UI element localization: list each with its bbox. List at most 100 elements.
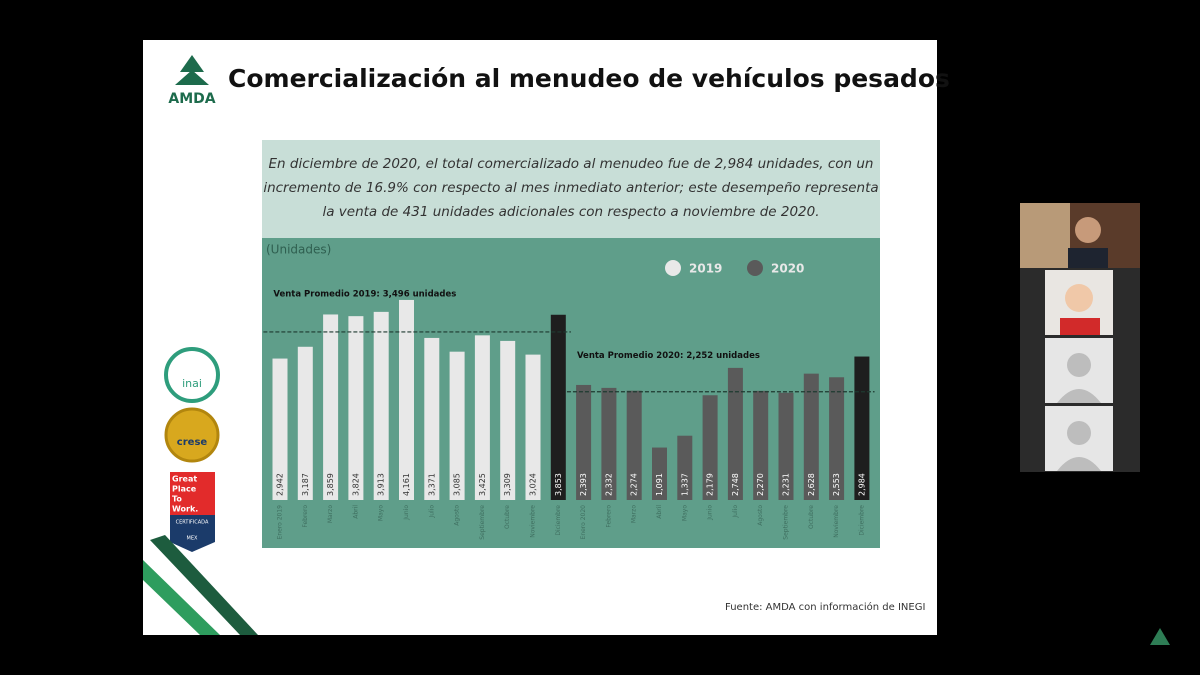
value-label: 2,274 bbox=[630, 473, 639, 496]
participant-head bbox=[1075, 217, 1101, 243]
value-label: 3,853 bbox=[554, 473, 563, 496]
value-label: 2,393 bbox=[579, 473, 588, 496]
value-label: 1,337 bbox=[680, 473, 689, 496]
chart-area bbox=[262, 238, 880, 548]
bar bbox=[272, 358, 288, 500]
participant-head bbox=[1065, 284, 1093, 312]
bar bbox=[449, 351, 465, 500]
bar bbox=[626, 390, 642, 500]
value-label: 2,332 bbox=[604, 473, 613, 496]
bar bbox=[778, 392, 794, 500]
bar bbox=[348, 316, 364, 500]
bar bbox=[474, 335, 490, 500]
legend-swatch bbox=[665, 260, 681, 276]
avatar-body bbox=[1057, 457, 1101, 471]
value-label: 3,024 bbox=[529, 473, 538, 496]
x-tick-label: Noviembre bbox=[833, 505, 840, 538]
badges: inai crese Great Place To Work. CERTIFIC… bbox=[164, 347, 220, 552]
bar bbox=[500, 340, 516, 500]
x-tick-label: Agosto bbox=[454, 505, 461, 526]
average-label: Venta Promedio 2019: 3,496 unidades bbox=[273, 289, 456, 299]
source-note: Fuente: AMDA con información de INEGI bbox=[725, 601, 925, 613]
summary-line: En diciembre de 2020, el total comercial… bbox=[269, 156, 874, 172]
x-tick-label: Junio bbox=[403, 505, 410, 521]
gptw-banner bbox=[170, 515, 215, 552]
x-tick-label: Diciembre bbox=[858, 505, 865, 536]
x-tick-label: Julio bbox=[428, 505, 435, 519]
value-label: 2,270 bbox=[756, 473, 765, 496]
x-tick-label: Octubre bbox=[504, 505, 511, 529]
x-tick-label: Enero 2019 bbox=[277, 505, 284, 540]
value-label: 2,179 bbox=[706, 473, 715, 496]
badge-text: Place bbox=[172, 485, 197, 494]
gptw-badge bbox=[170, 472, 215, 515]
participant-body bbox=[1060, 318, 1100, 335]
crese-badge bbox=[164, 407, 220, 463]
badge-text: Great bbox=[172, 475, 197, 484]
bar bbox=[550, 314, 566, 500]
badge-text: crese bbox=[177, 437, 208, 448]
badge-text: CERTIFICADA bbox=[176, 520, 209, 526]
legend-swatch bbox=[747, 260, 763, 276]
value-label: 3,371 bbox=[427, 473, 436, 496]
bar bbox=[576, 384, 592, 500]
x-tick-label: Abril bbox=[352, 505, 359, 519]
logo-text: AMDA bbox=[168, 91, 215, 107]
bar bbox=[677, 435, 693, 500]
avatar-body bbox=[1057, 389, 1101, 403]
participant-body bbox=[1068, 248, 1108, 268]
bar bbox=[829, 377, 845, 500]
value-label: 3,859 bbox=[326, 473, 335, 496]
bar bbox=[399, 299, 414, 500]
x-tick-label: Diciembre bbox=[555, 505, 562, 536]
badge-text: Work. bbox=[172, 505, 198, 514]
value-label: 2,553 bbox=[832, 473, 841, 496]
video-panel bbox=[1020, 203, 1140, 472]
value-label: 3,085 bbox=[453, 473, 462, 496]
x-tick-label: Marzo bbox=[631, 505, 638, 523]
x-tick-label: Septiembre bbox=[783, 505, 790, 540]
x-tick-label: Febrero bbox=[302, 505, 309, 528]
bar bbox=[702, 395, 718, 500]
badge-text: To bbox=[172, 495, 182, 504]
bar bbox=[424, 337, 440, 500]
value-label: 2,984 bbox=[857, 473, 866, 496]
bar bbox=[323, 314, 339, 500]
decor-stripe bbox=[150, 535, 258, 635]
badge-text: MEX bbox=[187, 536, 198, 542]
x-tick-label: Mayo bbox=[681, 505, 688, 521]
bar bbox=[854, 356, 870, 500]
x-tick-label: Enero 2020 bbox=[580, 505, 587, 540]
x-tick-label: Agosto bbox=[757, 505, 764, 526]
bar bbox=[652, 447, 667, 500]
bar bbox=[803, 373, 819, 500]
value-label: 3,187 bbox=[301, 473, 310, 496]
decor-stripe bbox=[143, 560, 220, 635]
legend-label: 2020 bbox=[771, 262, 804, 276]
logo-mountain bbox=[180, 55, 204, 72]
x-tick-label: Febrero bbox=[605, 505, 612, 528]
x-tick-label: Julio bbox=[732, 505, 739, 519]
x-tick-label: Marzo bbox=[327, 505, 334, 523]
x-tick-label: Septiembre bbox=[479, 505, 486, 540]
corner-logo bbox=[1150, 628, 1170, 645]
slide-title: Comercialización al menudeo de vehículos… bbox=[228, 64, 950, 93]
value-label: 3,824 bbox=[351, 473, 360, 496]
legend-label: 2019 bbox=[689, 262, 722, 276]
value-label: 2,748 bbox=[731, 473, 740, 496]
inai-badge bbox=[164, 347, 220, 403]
x-tick-label: Noviembre bbox=[530, 505, 537, 538]
amda-logo: AMDA bbox=[168, 55, 216, 107]
value-label: 2,628 bbox=[807, 473, 816, 496]
value-label: 3,425 bbox=[478, 473, 487, 496]
logo-mountain bbox=[175, 70, 209, 85]
summary-line: incremento de 16.9% con respecto al mes … bbox=[263, 180, 878, 196]
bar bbox=[601, 387, 617, 500]
y-axis-label: (Unidades) bbox=[266, 243, 331, 257]
badge-text: inai bbox=[182, 377, 202, 390]
summary-box bbox=[262, 140, 880, 238]
value-label: 2,942 bbox=[276, 473, 285, 496]
avatar-head bbox=[1067, 353, 1091, 377]
x-tick-label: Abril bbox=[656, 505, 663, 519]
